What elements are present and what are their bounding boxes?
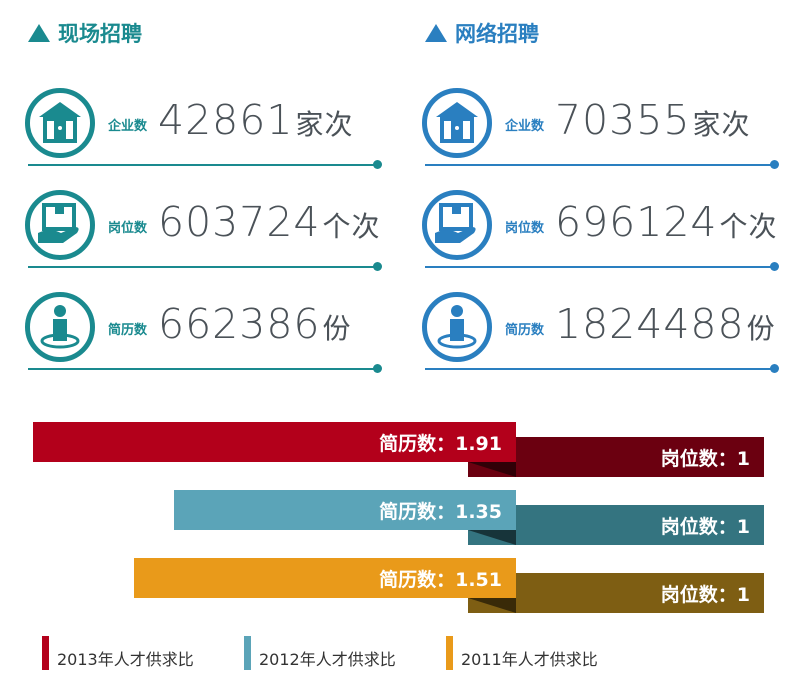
legend-label: 2012年人才供求比 (259, 650, 396, 669)
stat-unit: 份 (746, 312, 776, 345)
section-title: 网络招聘 (425, 18, 539, 48)
stat-label: 企业数 (505, 119, 545, 134)
triangle-icon (425, 24, 447, 42)
job-label: 岗位数：1 (660, 583, 750, 606)
divider-dot (770, 364, 779, 373)
resume-label: 简历数：1.91 (379, 432, 502, 455)
resume-bar: 简历数：1.91 (32, 422, 516, 462)
stat-row: 岗位数 696124个次 (422, 190, 800, 290)
section-title-text: 现场招聘 (58, 22, 142, 46)
legend-label: 2011年人才供求比 (461, 650, 598, 669)
legend-item: 2011年人才供求比 (446, 636, 598, 670)
stat-unit: 份 (322, 312, 352, 345)
legend-item: 2012年人才供求比 (244, 636, 396, 670)
stat-row: 岗位数 603724个次 (25, 190, 408, 290)
divider (28, 164, 378, 166)
hand-box-icon (25, 190, 95, 260)
section-title: 现场招聘 (28, 18, 142, 48)
stat-label: 企业数 (108, 119, 148, 134)
stat-unit: 家次 (295, 108, 354, 141)
legend-item: 2013年人才供求比 (42, 636, 194, 670)
section-title-text: 网络招聘 (455, 22, 539, 46)
stat-row: 简历数 662386份 (25, 292, 408, 392)
stat-unit: 个次 (322, 210, 381, 243)
resume-label: 简历数：1.35 (379, 500, 502, 523)
divider-dot (373, 160, 382, 169)
stat-row: 企业数 42861家次 (25, 88, 408, 188)
job-label: 岗位数：1 (660, 515, 750, 538)
stat-label: 岗位数 (108, 221, 148, 236)
stat-label: 岗位数 (505, 221, 545, 236)
legend-swatch (244, 636, 251, 670)
stat-value: 70355 (555, 96, 691, 144)
stat-value: 696124 (555, 198, 718, 246)
divider (425, 164, 775, 166)
job-bar: 岗位数：1 (468, 573, 764, 613)
stat-value: 662386 (158, 300, 321, 348)
stat-unit: 个次 (719, 210, 778, 243)
divider-dot (770, 262, 779, 271)
fold-shadow (468, 598, 516, 613)
fold-shadow (468, 530, 516, 545)
stat-value: 42861 (158, 96, 294, 144)
divider (425, 368, 775, 370)
stat-value: 603724 (158, 198, 321, 246)
resume-label: 简历数：1.51 (379, 568, 502, 591)
house-icon (422, 88, 492, 158)
stat-row: 简历数 1824488份 (422, 292, 800, 392)
divider-dot (373, 364, 382, 373)
stat-unit: 家次 (692, 108, 751, 141)
divider (425, 266, 775, 268)
job-label: 岗位数：1 (660, 447, 750, 470)
house-icon (25, 88, 95, 158)
resume-bar: 简历数：1.51 (133, 558, 516, 598)
legend-swatch (42, 636, 49, 670)
resume-bar: 简历数：1.35 (174, 490, 516, 530)
divider (28, 266, 378, 268)
stat-row: 企业数 70355家次 (422, 88, 800, 188)
divider (28, 368, 378, 370)
section-0: 现场招聘 企业数 42861家次 岗位数 603724个次 简历数 662386… (0, 0, 382, 400)
job-bar: 岗位数：1 (468, 505, 764, 545)
hand-box-icon (422, 190, 492, 260)
stat-label: 简历数 (108, 323, 148, 338)
triangle-icon (28, 24, 50, 42)
divider-dot (373, 262, 382, 271)
person-icon (422, 292, 492, 362)
legend-swatch (446, 636, 453, 670)
fold-shadow (468, 462, 516, 477)
person-icon (25, 292, 95, 362)
stat-label: 简历数 (505, 323, 545, 338)
legend-label: 2013年人才供求比 (57, 650, 194, 669)
divider-dot (770, 160, 779, 169)
stat-value: 1824488 (555, 300, 745, 348)
job-bar: 岗位数：1 (468, 437, 764, 477)
section-1: 网络招聘 企业数 70355家次 岗位数 696124个次 简历数 182448… (397, 0, 779, 400)
